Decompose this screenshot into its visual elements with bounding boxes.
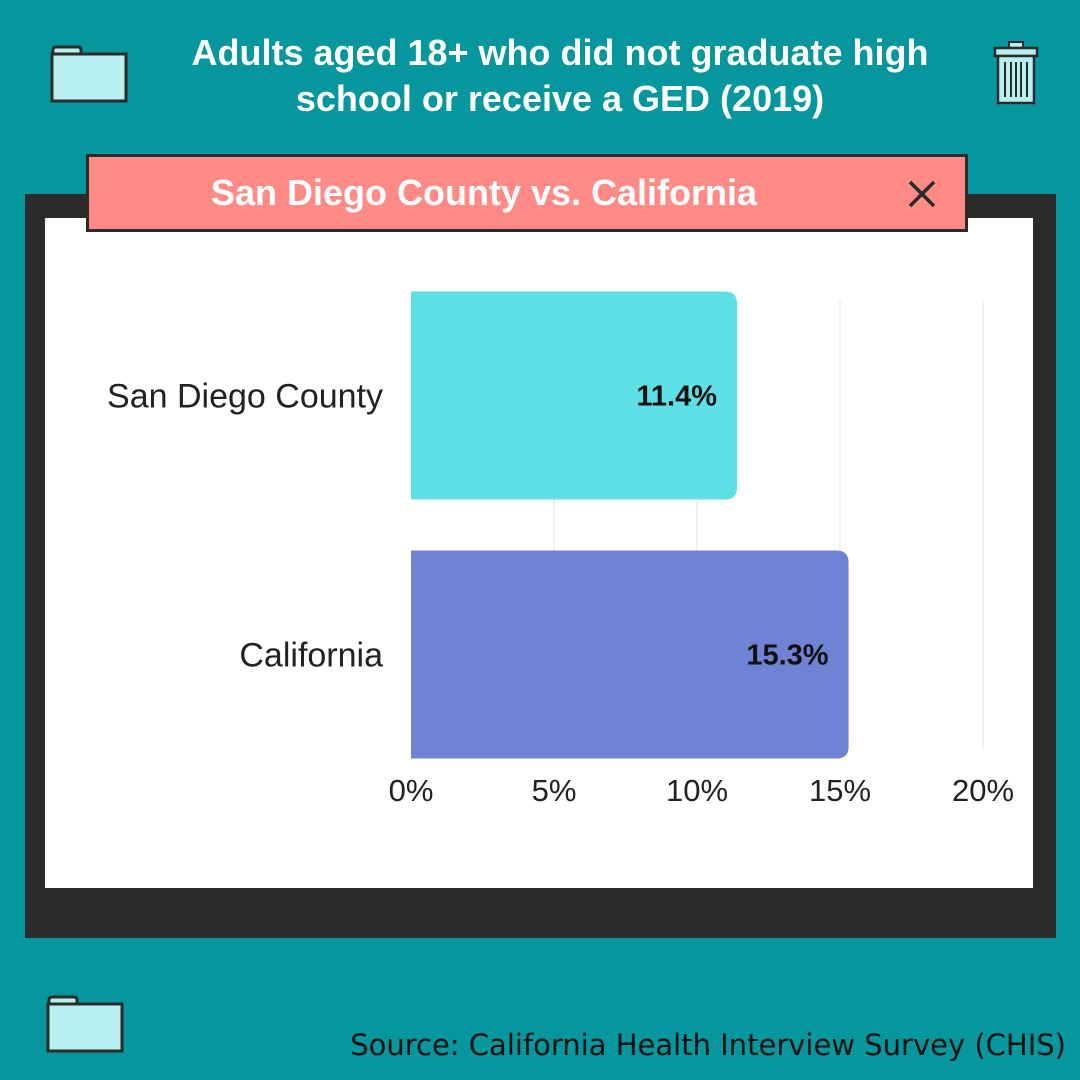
folder-icon[interactable] [46, 994, 124, 1059]
page-title: Adults aged 18+ who did not graduate hig… [191, 32, 929, 119]
category-label: San Diego County [107, 378, 383, 416]
x-tick-label: 15% [809, 773, 871, 808]
x-tick-label: 5% [532, 773, 577, 808]
x-tick-label: 20% [952, 773, 1014, 808]
value-label: 11.4% [636, 381, 717, 413]
bar-san-diego-county [411, 291, 738, 500]
value-label: 15.3% [746, 640, 828, 672]
category-label: California [239, 637, 383, 675]
trash-icon[interactable] [992, 40, 1040, 111]
source-note: Source: California Health Interview Surv… [350, 1028, 1066, 1062]
window-title: San Diego County vs. California [210, 172, 758, 213]
window-titlebar[interactable]: San Diego County vs. California [86, 154, 968, 232]
folder-icon[interactable] [50, 44, 128, 109]
x-tick-label: 10% [666, 773, 728, 808]
close-icon[interactable] [907, 179, 937, 209]
bar-california [411, 550, 849, 759]
x-tick-label: 0% [389, 773, 434, 808]
